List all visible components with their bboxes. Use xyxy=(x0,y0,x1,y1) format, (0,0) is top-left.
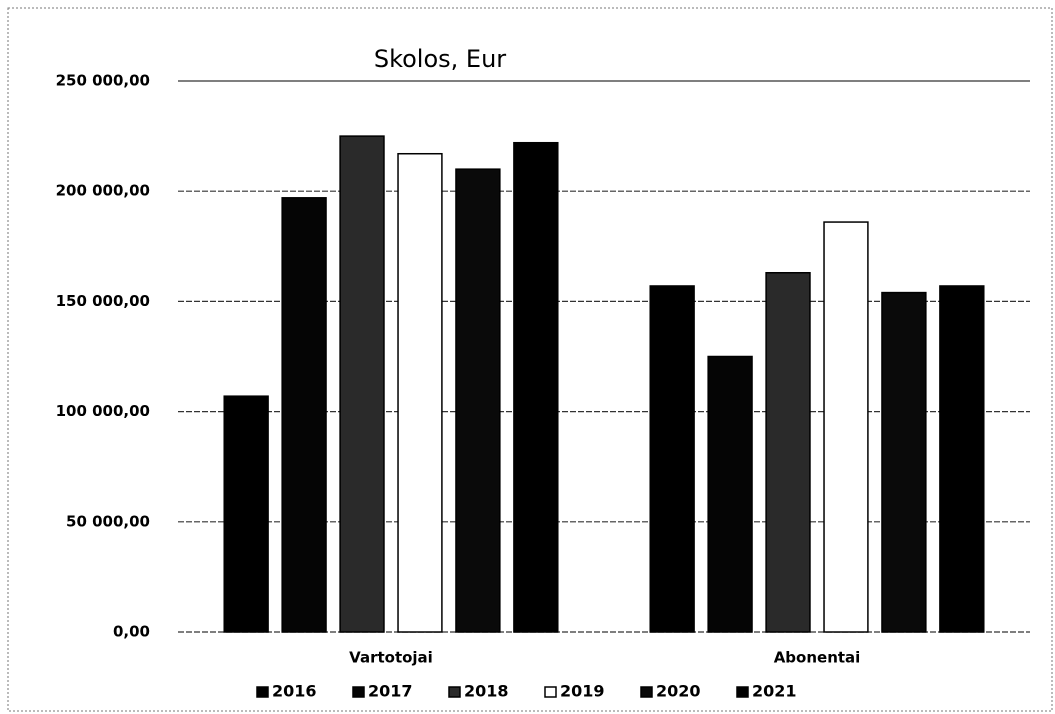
y-tick-label: 250 000,00 xyxy=(56,72,150,90)
legend-swatch xyxy=(352,686,365,698)
legend-label: 2016 xyxy=(272,682,317,701)
frame xyxy=(7,7,1053,712)
bar xyxy=(397,152,443,633)
y-tick-label: 200 000,00 xyxy=(56,182,150,200)
bar xyxy=(939,285,985,633)
legend-swatch xyxy=(544,686,557,698)
legend-label: 2021 xyxy=(752,682,797,701)
bar xyxy=(823,221,869,633)
y-tick-label: 150 000,00 xyxy=(56,292,150,310)
bar xyxy=(649,285,695,633)
bar xyxy=(455,168,501,633)
legend-swatch xyxy=(640,686,653,698)
legend-swatch xyxy=(736,686,749,698)
y-tick-label: 0,00 xyxy=(113,623,150,641)
bar xyxy=(281,197,327,633)
legend-label: 2018 xyxy=(464,682,509,701)
legend-swatch xyxy=(448,686,461,698)
bar xyxy=(513,141,559,633)
x-tick-label: Abonentai xyxy=(774,649,861,667)
y-tick-label: 50 000,00 xyxy=(66,512,150,530)
bar xyxy=(707,355,753,633)
legend-label: 2020 xyxy=(656,682,701,701)
bar xyxy=(339,135,385,633)
legend-swatch xyxy=(256,686,269,698)
legend-label: 2017 xyxy=(368,682,413,701)
legend-label: 2019 xyxy=(560,682,605,701)
bar xyxy=(223,395,269,633)
y-tick-label: 100 000,00 xyxy=(56,402,150,420)
x-tick-label: Vartotojai xyxy=(349,649,433,667)
bar xyxy=(881,291,927,633)
chart-title: Skolos, Eur xyxy=(374,45,506,73)
bar xyxy=(765,271,811,633)
